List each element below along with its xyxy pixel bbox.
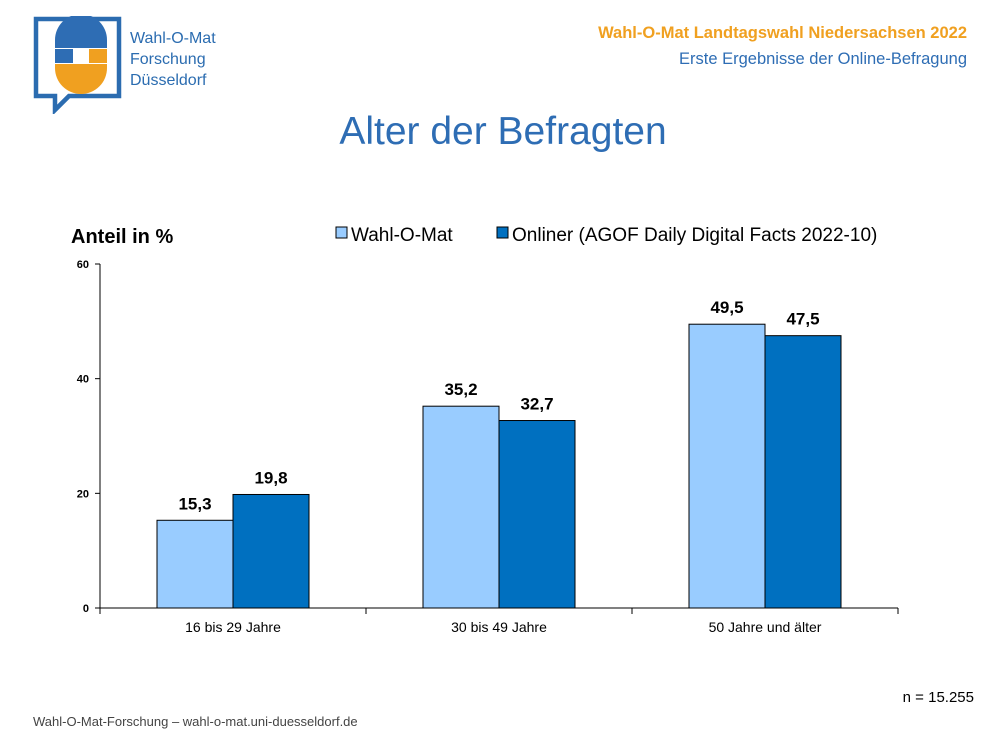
header-subtitle: Erste Ergebnisse der Online-Befragung [679,50,967,68]
bar [764,335,842,609]
legend-label: Wahl-O-Mat [351,225,453,246]
bars: 15,3 19,8 35,2 32,7 49,5 47,5 [156,298,842,609]
legend-swatch [496,226,509,239]
data-label: 47,5 [786,310,819,329]
page-title: Alter der Befragten [339,110,667,153]
logo-text: Wahl-O-Mat Forschung Düsseldorf [130,28,216,91]
legend-label: Onliner (AGOF Daily Digital Facts 2022-1… [512,225,877,246]
bar [688,323,766,609]
speech-bubble-icon [33,16,122,114]
x-tick-label: 30 bis 49 Jahre [451,619,547,635]
bar [156,519,234,609]
y-axis-label: Anteil in % [71,226,173,248]
data-label: 49,5 [710,298,743,317]
data-label: 15,3 [178,494,211,513]
bar [498,420,576,609]
bar [422,405,500,609]
logo-line: Forschung [130,51,206,68]
data-label: 19,8 [254,468,287,487]
footer-credit: Wahl-O-Mat-Forschung – wahl-o-mat.uni-du… [33,714,358,729]
legend: Wahl-O-Mat Onliner (AGOF Daily Digital Fa… [335,225,877,246]
logo-line: Wahl-O-Mat [130,30,216,47]
y-tick-label: 60 [77,259,89,271]
logo-line: Düsseldorf [130,72,207,89]
logo-ballot-icon [55,16,107,94]
header-title: Wahl-O-Mat Landtagswahl Niedersachsen 20… [598,24,967,42]
x-tick-label: 16 bis 29 Jahre [185,619,281,635]
x-tick-label: 50 Jahre und älter [709,619,822,635]
sample-size: n = 15.255 [902,689,974,706]
legend-swatch [335,226,348,239]
y-tick-label: 40 [77,374,89,386]
y-tick-label: 20 [77,488,89,500]
bar [232,493,310,609]
wahl-o-mat-logo [33,16,122,114]
y-tick-label: 0 [83,603,89,615]
data-label: 35,2 [444,380,477,399]
data-label: 32,7 [520,395,553,414]
